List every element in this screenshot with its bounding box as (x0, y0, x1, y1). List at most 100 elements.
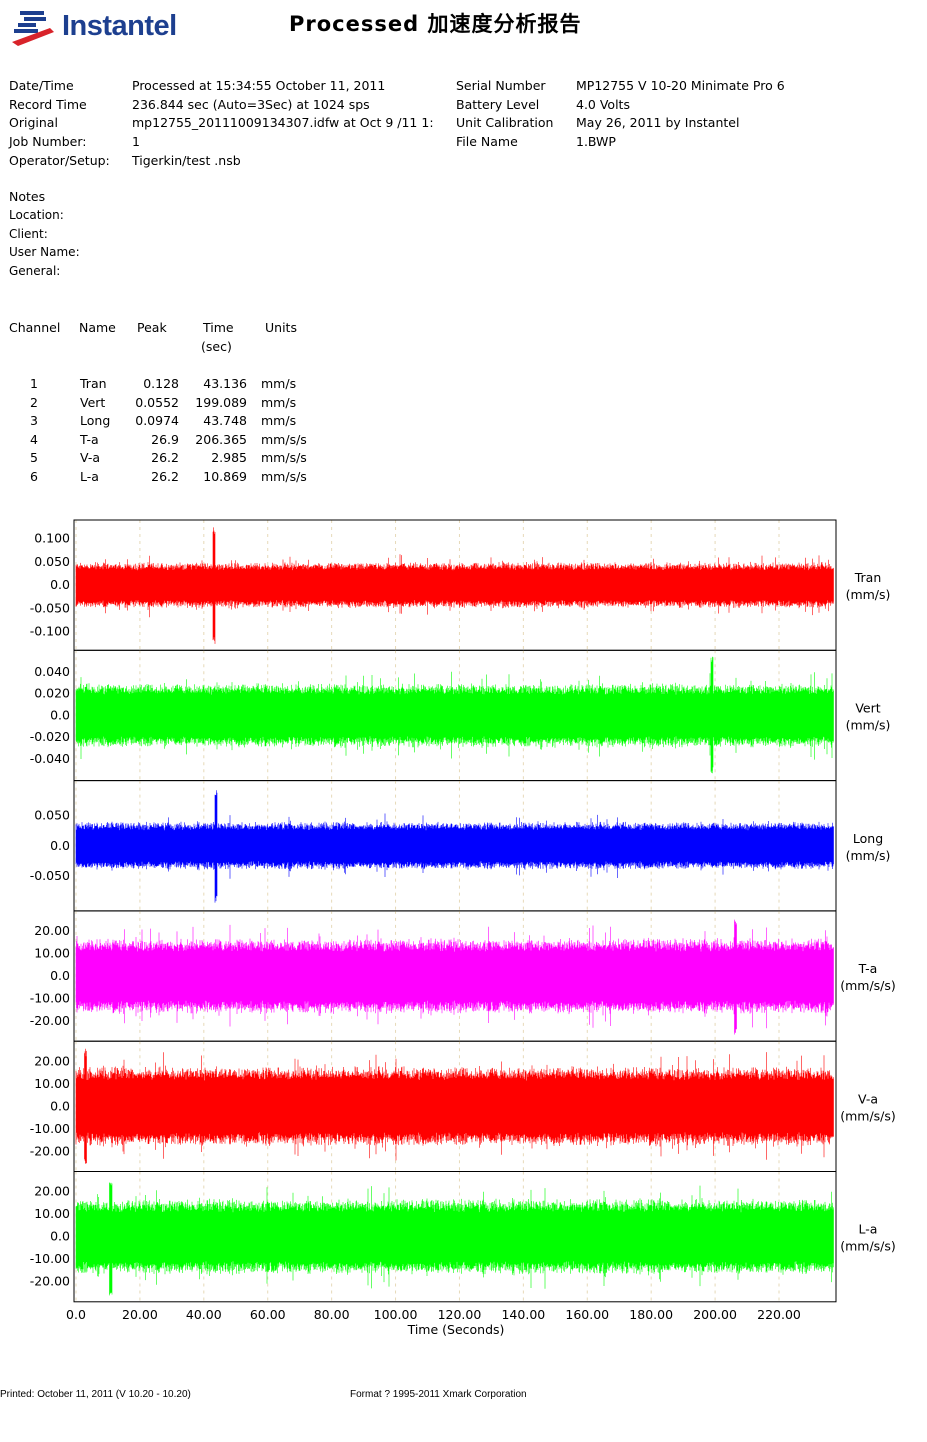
logo-mark-icon (12, 11, 54, 46)
channel-unit: (mm/s) (846, 717, 891, 732)
table-cell: 26.2 (151, 469, 179, 484)
table-cell: 43.748 (203, 413, 247, 429)
info-label: Record Time (9, 96, 87, 112)
notes-heading: Notes (9, 189, 46, 204)
y-tick-label: -20.00 (30, 1013, 70, 1028)
y-tick-label: -0.020 (30, 729, 70, 744)
info-label: Serial Number (456, 78, 546, 93)
notes-field: Location: (9, 208, 64, 222)
y-tick-label: 20.00 (34, 923, 70, 938)
info-label: File Name (456, 134, 518, 150)
info-value: mp12755_20111009134307.idfw at Oct 9 /11… (132, 115, 434, 131)
table-cell: 206.365 (195, 431, 247, 447)
table-header: Channel (9, 320, 61, 335)
waveform-chart: 0.1000.0500.0-0.050-0.100Tran(mm/s)0.040… (30, 519, 896, 1337)
info-value: May 26, 2011 by Instantel (576, 115, 740, 131)
table-cell: mm/s/s (261, 431, 307, 447)
instantel-logo: Instantel (10, 8, 185, 48)
info-label: Date/Time (9, 78, 74, 93)
y-tick-label: 10.00 (34, 1206, 70, 1221)
table-cell: 0.0552 (135, 394, 179, 410)
channel-name: Tran (854, 570, 882, 585)
info-value: 236.844 sec (Auto=3Sec) at 1024 sps (132, 96, 370, 112)
table-cell: 199.089 (195, 394, 247, 410)
channel-name: Long (853, 831, 883, 846)
channel-panel-Tran: 0.100 0.050 0.0 -0.050 -0.100 Tran (mm/s) (30, 519, 890, 651)
info-value: MP12755 V 10-20 Minimate Pro 6 (576, 78, 785, 93)
table-cell: V-a (80, 450, 100, 466)
info-value: Processed at 15:34:55 October 11, 2011 (132, 78, 386, 93)
waveform-Vert (75, 656, 834, 774)
y-tick-label: 0.040 (34, 664, 70, 679)
table-cell: mm/s (261, 376, 297, 391)
info-value: 1 (132, 134, 140, 150)
x-tick-label: 120.00 (438, 1307, 482, 1322)
channel-unit: (mm/s/s) (840, 1108, 896, 1123)
table-cell: 26.9 (151, 431, 179, 447)
table-cell: 5 (30, 450, 38, 466)
y-tick-label: -20.00 (30, 1143, 70, 1158)
y-tick-label: -10.00 (30, 1121, 70, 1136)
info-value: 1.BWP (576, 134, 616, 150)
table-cell: 4 (30, 431, 38, 447)
channel-name: Vert (855, 700, 880, 715)
y-tick-label: 0.0 (50, 1229, 70, 1244)
y-tick-label: 0.050 (34, 808, 70, 823)
report-title: Processed 加速度分析报告 (289, 12, 582, 36)
x-tick-label: 20.00 (122, 1307, 158, 1322)
table-cell: 0.128 (143, 376, 179, 391)
info-label: Original (9, 115, 58, 131)
x-tick-label: 200.00 (693, 1307, 737, 1322)
table-cell: 43.136 (203, 376, 247, 391)
y-tick-label: 0.100 (34, 531, 70, 546)
waveform-Tran (75, 527, 834, 644)
info-value: 4.0 Volts (576, 96, 630, 112)
table-header: Name (79, 320, 116, 335)
x-axis-label: Time (Seconds) (407, 1322, 505, 1337)
table-cell: mm/s (261, 413, 297, 429)
channel-name: V-a (858, 1091, 878, 1106)
y-tick-label: 10.00 (34, 946, 70, 961)
info-label: Operator/Setup: (9, 152, 110, 168)
table-cell: Tran (80, 376, 107, 391)
y-tick-label: 10.00 (34, 1076, 70, 1091)
channel-name: L-a (859, 1222, 878, 1237)
info-label: Battery Level (456, 96, 540, 112)
table-cell: 3 (30, 413, 38, 429)
notes-field: Client: (9, 226, 48, 241)
waveform-Long (75, 790, 834, 903)
table-cell: mm/s (261, 394, 297, 410)
x-tick-label: 160.00 (565, 1307, 609, 1322)
table-header: Units (265, 320, 297, 335)
x-tick-label: 220.00 (757, 1307, 801, 1322)
y-tick-label: -0.050 (30, 868, 70, 883)
channel-unit: (mm/s/s) (840, 1239, 896, 1254)
x-tick-label: 140.00 (501, 1307, 545, 1322)
waveform-T-a (75, 919, 834, 1035)
y-tick-label: -20.00 (30, 1274, 70, 1289)
x-tick-label: 0.0 (66, 1307, 86, 1322)
table-cell: mm/s/s (261, 469, 307, 484)
y-tick-label: -0.050 (30, 600, 70, 615)
y-tick-label: 0.0 (50, 838, 70, 853)
x-tick-label: 40.00 (186, 1307, 222, 1322)
x-tick-label: 80.00 (314, 1307, 350, 1322)
table-cell: 2 (30, 394, 38, 410)
table-cell: T-a (80, 431, 99, 447)
y-tick-label: -10.00 (30, 991, 70, 1006)
y-tick-label: 0.020 (34, 686, 70, 701)
channel-panel-Vert: 0.040 0.020 0.0 -0.020 -0.040 Vert (mm/s) (30, 649, 891, 782)
x-tick-label: 180.00 (629, 1307, 673, 1322)
printed-footer: Printed: October 11, 2011 (V 10.20 - 10.… (0, 1389, 191, 1400)
channel-name: T-a (858, 961, 878, 976)
table-cell: 1 (30, 376, 38, 391)
waveform-L-a (75, 1182, 834, 1296)
waveform-V-a (75, 1048, 834, 1164)
table-header: Peak (137, 320, 167, 335)
channel-panel-L-a: 20.00 10.00 0.0 -10.00 -20.00 L-a (mm/s/s) (30, 1171, 896, 1303)
y-tick-label: 0.050 (34, 554, 70, 569)
table-header-sub: (sec) (201, 339, 232, 354)
y-tick-label: 0.0 (50, 968, 70, 983)
table-cell: Long (80, 413, 111, 429)
notes-field: General: (9, 263, 61, 278)
